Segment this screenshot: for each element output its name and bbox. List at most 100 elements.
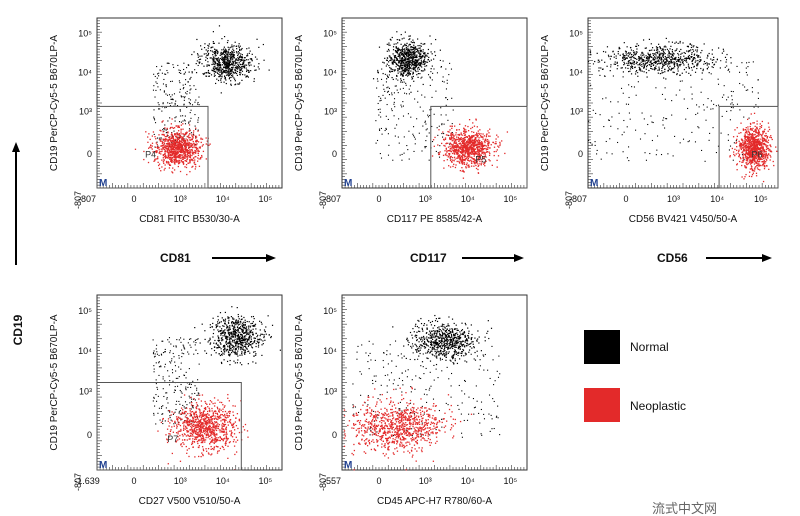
normal-event <box>218 69 221 71</box>
normal-event <box>743 159 745 161</box>
neoplastic-event <box>769 159 771 161</box>
neoplastic-event <box>181 138 183 140</box>
normal-event <box>403 71 406 73</box>
normal-event <box>171 102 173 104</box>
neoplastic-event <box>756 123 758 125</box>
normal-event <box>605 51 607 53</box>
normal-event <box>216 59 218 62</box>
normal-event <box>664 87 666 89</box>
neoplastic-event <box>471 131 473 133</box>
neoplastic-event <box>469 136 472 138</box>
normal-event <box>397 49 399 51</box>
neoplastic-event <box>438 152 440 154</box>
neoplastic-event <box>478 145 481 148</box>
normal-event <box>662 54 664 56</box>
normal-event <box>420 59 422 61</box>
normal-event <box>180 72 182 74</box>
neoplastic-event <box>471 136 473 139</box>
normal-event <box>628 51 630 54</box>
neoplastic-event <box>470 165 473 167</box>
normal-event <box>432 72 434 74</box>
normal-event <box>423 59 426 61</box>
normal-event <box>247 76 250 78</box>
neoplastic-event <box>179 136 182 139</box>
neoplastic-event <box>452 149 455 152</box>
normal-event <box>666 65 669 67</box>
neoplastic-event <box>159 140 162 142</box>
normal-event <box>668 57 671 59</box>
neoplastic-event <box>184 147 187 149</box>
normal-event <box>189 85 191 87</box>
neoplastic-event <box>476 148 479 151</box>
normal-event <box>224 67 227 69</box>
normal-event <box>220 51 222 54</box>
neoplastic-event <box>176 141 179 143</box>
neoplastic-event <box>454 142 457 144</box>
normal-event <box>208 45 210 47</box>
neoplastic-event <box>471 126 474 129</box>
normal-event <box>433 58 435 60</box>
normal-event <box>154 119 156 121</box>
neoplastic-event <box>155 158 157 160</box>
normal-event <box>685 59 687 61</box>
normal-event <box>386 57 388 59</box>
normal-event <box>449 157 451 159</box>
normal-event <box>628 60 630 62</box>
neoplastic-event <box>473 158 475 161</box>
neoplastic-event <box>752 122 754 124</box>
normal-event <box>387 154 390 156</box>
normal-event <box>653 56 656 58</box>
normal-event <box>165 93 167 95</box>
normal-event <box>685 58 687 60</box>
normal-event <box>727 96 729 98</box>
neoplastic-event <box>754 150 756 152</box>
neoplastic-event <box>194 159 196 161</box>
neoplastic-event <box>171 157 173 159</box>
normal-event <box>227 60 229 62</box>
normal-event <box>658 68 660 70</box>
normal-event <box>676 63 678 65</box>
normal-event <box>648 56 650 58</box>
normal-event <box>423 53 426 55</box>
normal-event <box>387 61 390 63</box>
neoplastic-event <box>169 158 171 160</box>
normal-event <box>238 58 240 61</box>
normal-event <box>403 136 405 138</box>
neoplastic-event <box>472 158 474 160</box>
neoplastic-event <box>462 140 464 142</box>
normal-event <box>232 60 234 62</box>
normal-event <box>405 57 407 60</box>
neoplastic-event <box>161 159 163 161</box>
neoplastic-event <box>485 145 487 147</box>
neoplastic-event <box>453 156 456 158</box>
normal-event <box>628 84 630 86</box>
normal-event <box>424 63 426 65</box>
neoplastic-event <box>489 128 491 130</box>
normal-event <box>711 53 713 55</box>
normal-event <box>386 63 388 65</box>
normal-event <box>242 62 244 64</box>
normal-event <box>389 59 391 62</box>
normal-event <box>430 68 432 70</box>
normal-event <box>189 146 191 149</box>
neoplastic-event <box>478 141 480 143</box>
normal-event <box>676 59 678 61</box>
normal-event <box>197 119 199 121</box>
neoplastic-event <box>169 149 171 151</box>
neoplastic-event <box>453 141 455 143</box>
normal-event <box>434 51 436 53</box>
normal-event <box>249 58 251 60</box>
normal-event <box>235 72 238 75</box>
normal-event <box>630 57 632 59</box>
normal-event <box>645 72 648 74</box>
normal-event <box>404 65 407 68</box>
neoplastic-event <box>182 149 185 151</box>
neoplastic-event <box>200 141 202 144</box>
neoplastic-event <box>465 149 467 151</box>
normal-event <box>214 60 216 62</box>
neoplastic-event <box>163 143 166 145</box>
neoplastic-event <box>181 141 184 144</box>
neoplastic-event <box>170 160 172 162</box>
normal-event <box>609 58 611 60</box>
neoplastic-event <box>477 135 479 137</box>
